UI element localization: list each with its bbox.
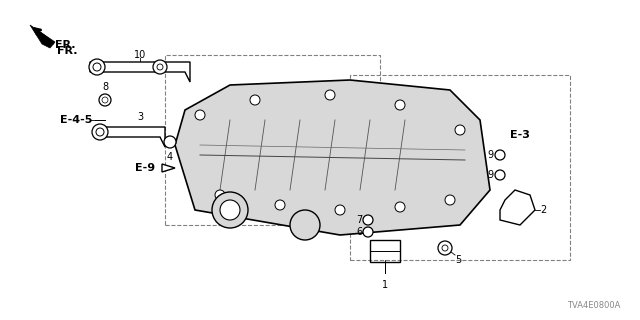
Circle shape: [363, 215, 373, 225]
Text: E-9: E-9: [135, 163, 155, 173]
Polygon shape: [90, 62, 190, 82]
Circle shape: [438, 241, 452, 255]
Circle shape: [495, 170, 505, 180]
Text: 9: 9: [487, 170, 493, 180]
Text: 6: 6: [356, 227, 362, 237]
Text: 2: 2: [540, 205, 547, 215]
Text: 10: 10: [134, 50, 146, 60]
Circle shape: [164, 136, 176, 148]
Text: 7: 7: [356, 215, 362, 225]
Circle shape: [99, 94, 111, 106]
Bar: [350, 75, 570, 260]
Circle shape: [325, 90, 335, 100]
Circle shape: [290, 210, 320, 240]
Text: 3: 3: [137, 112, 143, 122]
Text: 5: 5: [455, 255, 461, 265]
Circle shape: [395, 100, 405, 110]
Circle shape: [157, 64, 163, 70]
Circle shape: [220, 200, 240, 220]
Circle shape: [442, 245, 448, 251]
Polygon shape: [175, 80, 490, 235]
Text: E-4-5: E-4-5: [60, 115, 92, 125]
Text: 1: 1: [382, 280, 388, 290]
Text: 9: 9: [487, 150, 493, 160]
Circle shape: [96, 128, 104, 136]
Circle shape: [102, 97, 108, 103]
Circle shape: [495, 150, 505, 160]
Bar: [165, 55, 380, 225]
Text: E-3: E-3: [510, 130, 530, 140]
Circle shape: [455, 125, 465, 135]
Circle shape: [195, 110, 205, 120]
Polygon shape: [95, 127, 165, 147]
Circle shape: [250, 95, 260, 105]
Polygon shape: [500, 190, 535, 225]
Circle shape: [89, 59, 105, 75]
Text: FR.: FR.: [55, 40, 76, 50]
Text: 8: 8: [102, 82, 108, 92]
Circle shape: [335, 205, 345, 215]
Circle shape: [395, 202, 405, 212]
Circle shape: [215, 190, 225, 200]
Bar: [370, 240, 400, 262]
Circle shape: [153, 60, 167, 74]
Polygon shape: [162, 164, 175, 172]
Text: 4: 4: [167, 152, 173, 162]
Text: FR.: FR.: [57, 46, 77, 56]
Circle shape: [212, 192, 248, 228]
Circle shape: [275, 200, 285, 210]
Circle shape: [92, 124, 108, 140]
Text: TVA4E0800A: TVA4E0800A: [566, 301, 620, 310]
Circle shape: [363, 227, 373, 237]
Circle shape: [445, 195, 455, 205]
Polygon shape: [30, 25, 55, 48]
Circle shape: [93, 63, 101, 71]
